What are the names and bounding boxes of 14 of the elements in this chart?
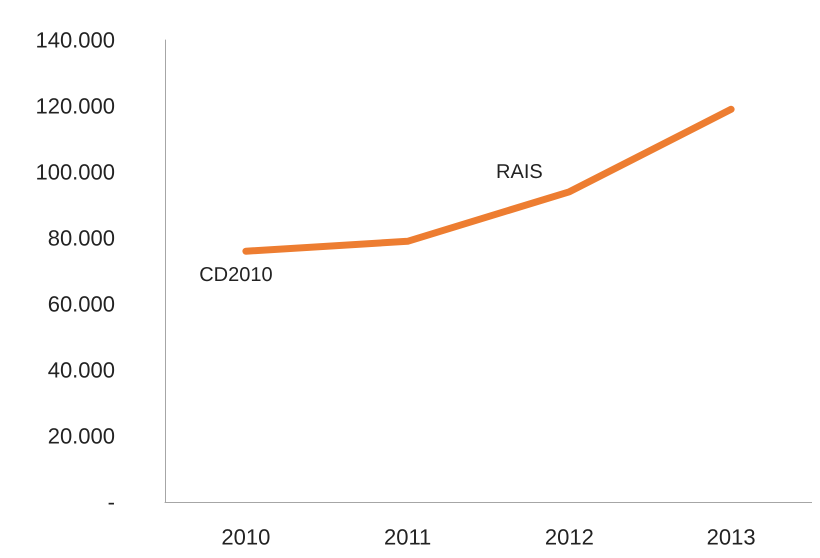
y-tick-label: 140.000 <box>35 28 115 52</box>
y-tick-label: 120.000 <box>35 94 115 118</box>
y-tick-label: 100.000 <box>35 160 115 184</box>
y-tick-label: 60.000 <box>48 292 115 316</box>
x-tick-label: 2011 <box>384 524 432 550</box>
y-tick-label: - <box>108 490 115 514</box>
x-tick-label: 2012 <box>544 524 594 550</box>
y-tick-label: 40.000 <box>48 358 115 382</box>
y-tick-label: 20.000 <box>48 424 115 448</box>
annotation: RAIS <box>496 160 543 183</box>
x-tick-label: 2010 <box>221 524 270 550</box>
x-tick-label: 2013 <box>706 524 756 550</box>
annotation: CD2010 <box>199 264 273 286</box>
y-tick-label: 80.000 <box>48 226 115 250</box>
